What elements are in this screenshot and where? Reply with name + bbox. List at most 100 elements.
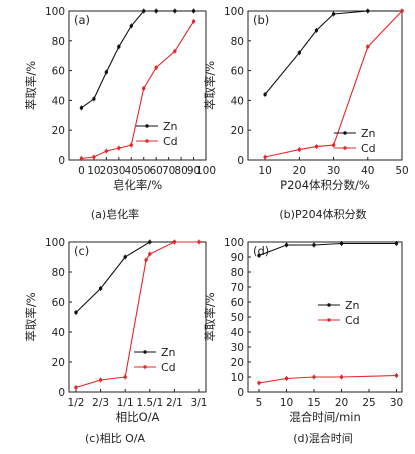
legend-label-cd-c: Cd <box>161 361 176 374</box>
x-tick-label-a: 10 <box>87 165 100 177</box>
y-tick-label-d: 100 <box>224 237 244 249</box>
panel-label-a: (a) <box>74 13 90 27</box>
x-axis-label-d: 混合时间/min <box>289 410 361 424</box>
series-line-cd-b <box>264 10 403 158</box>
y-tick-label-c: 80 <box>52 267 65 279</box>
caption-c: (c)相比 O/A <box>85 432 145 445</box>
x-tick-label-a: 90 <box>187 165 200 177</box>
x-tick-label-a: 100 <box>196 165 216 177</box>
x-tick-label-c: 2/3 <box>92 397 109 409</box>
y-tick-label-c: 20 <box>52 357 65 369</box>
caption-b: (b)P204体积分数 <box>279 207 366 221</box>
y-tick-label-b: 0 <box>237 155 244 167</box>
series-line-zn-c <box>75 241 175 313</box>
x-tick-label-d: 30 <box>390 397 403 409</box>
y-tick-label-a: 20 <box>52 125 65 137</box>
y-tick-label-b: 40 <box>231 95 244 107</box>
series-line-cd-d <box>258 374 397 384</box>
y-tick-label-b: 60 <box>231 66 244 78</box>
y-axis-label-b: 萃取率/% <box>203 61 217 110</box>
y-axis-label-c: 萃取率/% <box>24 292 38 341</box>
caption-d: (d)混合时间 <box>293 431 353 445</box>
x-axis-label-b: P204体积分数/% <box>280 178 370 192</box>
x-tick-label-a: 20 <box>100 165 113 177</box>
legend-label-zn-a: Zn <box>163 120 178 133</box>
legend-marker-zn-d <box>327 303 331 307</box>
x-tick-label-b: 20 <box>293 165 306 177</box>
caption-a: (a)皂化率 <box>91 207 139 221</box>
legend-label-cd-a: Cd <box>163 135 178 148</box>
panel-label-b: (b) <box>253 13 269 27</box>
legend-marker-zn-b <box>343 131 347 135</box>
x-tick-label-c: 1.5/1 <box>136 397 163 409</box>
x-tick-label-d: 5 <box>256 397 263 409</box>
legend-marker-zn-c <box>143 350 147 354</box>
series-line-zn-d <box>258 242 397 257</box>
y-axis-label-a: 萃取率/% <box>24 61 38 110</box>
x-axis-label-a: 皂化率/% <box>113 178 162 192</box>
x-tick-label-c: 1/1 <box>117 397 134 409</box>
series-line-cd-c <box>75 241 199 389</box>
y-tick-label-b: 100 <box>224 6 244 18</box>
series-line-zn-a <box>81 10 194 109</box>
y-tick-label-d: 20 <box>231 357 244 369</box>
y-tick-label-c: 60 <box>52 297 65 309</box>
legend-marker-zn-a <box>145 124 149 128</box>
x-axis-label-c: 相比O/A <box>116 410 160 424</box>
y-tick-label-c: 0 <box>58 387 65 399</box>
panel-label-d: (d) <box>253 244 269 258</box>
y-tick-label-c: 100 <box>45 237 65 249</box>
y-tick-label-a: 40 <box>52 95 65 107</box>
y-tick-label-d: 50 <box>231 312 244 324</box>
x-tick-label-d: 25 <box>362 397 375 409</box>
x-tick-label-d: 20 <box>335 397 348 409</box>
legend-label-cd-b: Cd <box>361 142 376 155</box>
y-tick-label-d: 60 <box>231 297 244 309</box>
legend-label-zn-d: Zn <box>345 299 360 312</box>
legend-marker-cd-c <box>143 365 147 369</box>
x-tick-label-b: 40 <box>361 165 374 177</box>
x-tick-label-a: 30 <box>112 165 125 177</box>
y-tick-label-a: 100 <box>45 6 65 18</box>
x-tick-label-c: 2/1 <box>166 397 183 409</box>
plot-frame-a <box>68 10 207 161</box>
y-tick-label-c: 40 <box>52 327 65 339</box>
x-tick-label-d: 15 <box>307 397 320 409</box>
y-tick-label-d: 0 <box>237 387 244 399</box>
plot-frame-d <box>247 241 403 393</box>
series-line-zn-b <box>264 10 402 95</box>
y-tick-label-d: 30 <box>231 342 244 354</box>
x-tick-label-b: 50 <box>395 165 408 177</box>
y-tick-label-b: 20 <box>231 125 244 137</box>
legend-marker-cd-b <box>343 146 347 150</box>
x-tick-label-b: 30 <box>327 165 340 177</box>
panel-label-c: (c) <box>74 244 89 258</box>
y-tick-label-d: 90 <box>231 252 244 264</box>
legend-label-cd-d: Cd <box>345 314 360 327</box>
plot-frame-b <box>247 10 403 161</box>
y-tick-label-a: 80 <box>52 36 65 48</box>
x-tick-label-a: 80 <box>174 165 187 177</box>
legend-label-zn-b: Zn <box>361 127 376 140</box>
legend-marker-cd-a <box>145 139 149 143</box>
legend-label-zn-c: Zn <box>161 346 176 359</box>
plot-frame-c <box>68 241 207 393</box>
y-tick-label-d: 70 <box>231 282 244 294</box>
x-tick-label-c: 3/1 <box>191 397 208 409</box>
y-tick-label-b: 80 <box>231 36 244 48</box>
x-tick-label-a: 60 <box>149 165 162 177</box>
y-tick-label-d: 80 <box>231 267 244 279</box>
x-tick-label-b: 10 <box>258 165 271 177</box>
x-tick-label-a: 40 <box>125 165 138 177</box>
x-tick-label-a: 70 <box>162 165 175 177</box>
y-tick-label-a: 60 <box>52 66 65 78</box>
x-tick-label-c: 1/2 <box>68 397 85 409</box>
x-tick-label-a: 50 <box>137 165 150 177</box>
x-tick-label-a: 0 <box>78 165 85 177</box>
y-tick-label-a: 0 <box>58 155 65 167</box>
y-tick-label-d: 40 <box>231 327 244 339</box>
y-axis-label-d: 萃取率/% <box>203 292 217 341</box>
x-tick-label-d: 10 <box>280 397 293 409</box>
legend-marker-cd-d <box>327 318 331 322</box>
